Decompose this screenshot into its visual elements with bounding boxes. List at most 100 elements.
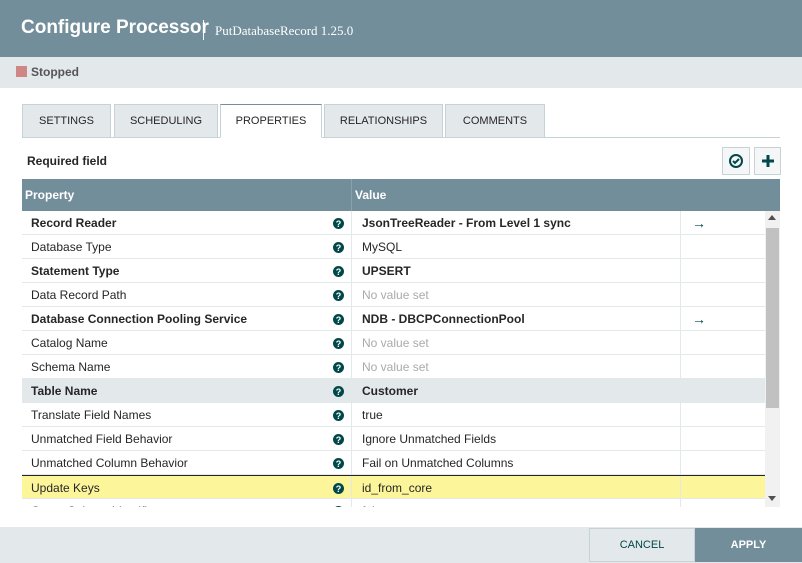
- help-icon: ?: [333, 506, 344, 507]
- column-divider: [351, 179, 352, 211]
- verify-icon: [729, 154, 743, 168]
- property-name: Update Keys: [31, 481, 100, 495]
- help-icon: ?: [333, 218, 344, 229]
- divider: [351, 476, 352, 500]
- scrollbar[interactable]: [765, 211, 780, 507]
- column-header: Value: [355, 188, 387, 202]
- property-value: JsonTreeReader - From Level 1 sync: [362, 216, 571, 230]
- property-row[interactable]: Unmatched Column Behavior? Fail on Unmatc…: [22, 451, 765, 475]
- tab[interactable]: COMMENTS: [445, 104, 545, 138]
- help-icon: ?: [333, 266, 344, 277]
- required-note: Required field: [27, 154, 108, 168]
- title: Configure Processor: [21, 17, 209, 38]
- divider: [351, 379, 352, 403]
- footer: CANCEL APPLY: [0, 527, 802, 563]
- property-value: Ignore Unmatched Fields: [362, 432, 497, 446]
- help-icon: ?: [333, 290, 344, 301]
- help-icon: ?: [333, 338, 344, 349]
- property-value: true: [362, 408, 383, 422]
- divider: [680, 476, 681, 500]
- property-name: Translate Field Names: [31, 408, 152, 422]
- divider: [680, 427, 681, 451]
- status-bar: Stopped: [0, 57, 802, 88]
- goto-icon[interactable]: →: [692, 311, 706, 327]
- property-row[interactable]: Unmatched Field Behavior? Ignore Unmatche…: [22, 427, 765, 451]
- property-row[interactable]: Translate Field Names? true: [22, 403, 765, 427]
- divider: [680, 379, 681, 403]
- divider: [680, 307, 681, 331]
- scroll-thumb[interactable]: [766, 228, 779, 408]
- property-name: Unmatched Field Behavior: [31, 432, 173, 446]
- cancel-button[interactable]: CANCEL: [589, 528, 695, 562]
- status: Stopped: [31, 65, 79, 79]
- separator: [203, 20, 204, 40]
- column-header: Property: [25, 188, 75, 202]
- property-name: Catalog Name: [31, 336, 108, 350]
- scroll-up[interactable]: [768, 215, 776, 220]
- help-icon: ?: [333, 410, 344, 421]
- property-value: false: [362, 499, 387, 507]
- property-name: Database Type: [31, 240, 112, 254]
- property-row[interactable]: Database Connection Pooling Service? NDB …: [22, 307, 765, 331]
- table-body: Record Reader? JsonTreeReader - From Leve…: [0, 211, 802, 507]
- property-name: Unmatched Column Behavior: [31, 456, 188, 470]
- divider: [680, 403, 681, 427]
- help-icon: ?: [333, 458, 344, 469]
- divider: [680, 355, 681, 379]
- add-icon: [761, 155, 774, 167]
- property-row[interactable]: Record Reader? JsonTreeReader - From Leve…: [22, 211, 765, 235]
- divider: [351, 307, 352, 331]
- add-button[interactable]: [754, 147, 781, 175]
- property-value: No value set: [362, 336, 429, 350]
- property-row[interactable]: Table Name? Customer: [22, 379, 765, 403]
- property-row[interactable]: Quote Column Identifiers? false: [22, 499, 765, 507]
- property-name: Data Record Path: [31, 288, 127, 302]
- tab[interactable]: RELATIONSHIPS: [324, 104, 443, 138]
- property-name: Table Name: [31, 384, 98, 398]
- property-row[interactable]: Data Record Path? No value set: [22, 283, 765, 307]
- property-row[interactable]: Catalog Name? No value set: [22, 331, 765, 355]
- goto-icon[interactable]: →: [692, 215, 706, 231]
- divider: [680, 259, 681, 283]
- divider: [351, 259, 352, 283]
- divider: [351, 211, 352, 235]
- property-value: id_from_core: [362, 481, 433, 495]
- property-row[interactable]: Database Type? MySQL: [22, 235, 765, 259]
- property-name: Quote Column Identifiers: [31, 499, 164, 507]
- tab[interactable]: PROPERTIES: [220, 104, 322, 138]
- divider: [351, 499, 352, 507]
- property-value: No value set: [362, 288, 429, 302]
- property-value: MySQL: [362, 240, 403, 254]
- divider: [680, 235, 681, 259]
- divider: [680, 499, 681, 507]
- property-value: No value set: [362, 360, 429, 374]
- property-row[interactable]: Update Keys? id_from_core: [22, 475, 765, 500]
- divider: [680, 331, 681, 355]
- tab[interactable]: SCHEDULING: [114, 104, 218, 138]
- verify-button[interactable]: [722, 147, 750, 175]
- divider: [351, 331, 352, 355]
- divider: [680, 451, 681, 475]
- help-icon: ?: [333, 483, 344, 494]
- apply-button[interactable]: APPLY: [695, 528, 802, 562]
- divider: [680, 283, 681, 307]
- property-value: NDB - DBCPConnectionPool: [362, 312, 525, 326]
- property-name: Schema Name: [31, 360, 111, 374]
- divider: [351, 355, 352, 379]
- divider: [351, 427, 352, 451]
- help-icon: ?: [333, 362, 344, 373]
- help-icon: ?: [333, 242, 344, 253]
- property-name: Statement Type: [31, 264, 120, 278]
- tab[interactable]: SETTINGS: [22, 104, 111, 138]
- divider: [351, 235, 352, 259]
- divider: [351, 451, 352, 475]
- divider: [680, 211, 681, 235]
- divider: [351, 283, 352, 307]
- property-row[interactable]: Statement Type? UPSERT: [22, 259, 765, 283]
- help-icon: ?: [333, 314, 344, 325]
- scroll-down[interactable]: [768, 496, 776, 501]
- property-row[interactable]: Schema Name? No value set: [22, 355, 765, 379]
- table-header: Property Value: [22, 179, 780, 211]
- status-icon: [16, 66, 27, 77]
